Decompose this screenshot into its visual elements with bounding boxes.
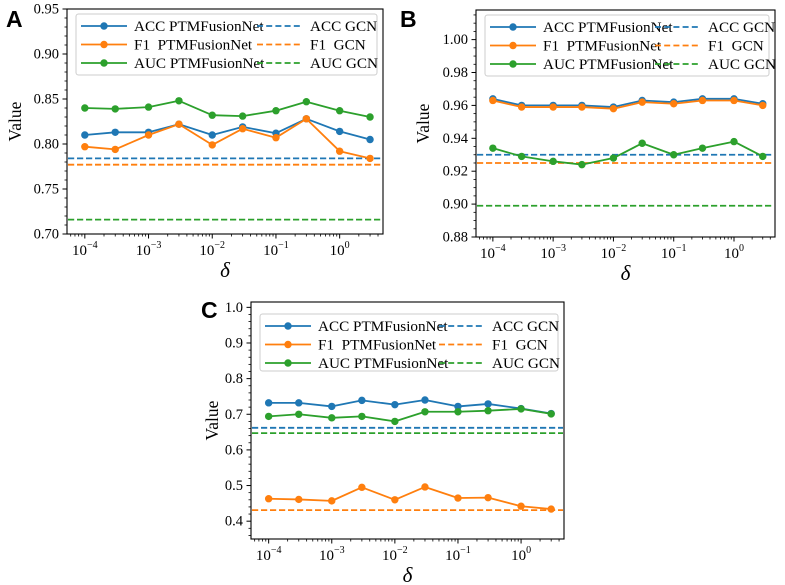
- legend-label-gcn: F1 GCN: [708, 38, 764, 55]
- y-axis-label: Value: [202, 400, 222, 440]
- y-tick-label: 0.98: [443, 65, 468, 81]
- x-tick-label: 10−1: [661, 243, 687, 262]
- panel-c-chart: 0.4 0.5 0.6 0.7 0.8 0.9 1.0 10−4 10−3 10−2 10−1 100…: [196, 292, 589, 585]
- legend-label-gcn: ACC GCN: [708, 19, 775, 36]
- series-acc-ptmfusionnet: [264, 396, 555, 418]
- plot-frame: [250, 301, 565, 540]
- x-tick-label: 10−4: [72, 240, 98, 259]
- legend-label-gcn: ACC GCN: [310, 18, 377, 35]
- plot-frame: [475, 9, 776, 238]
- series-auc-ptmfusionnet: [489, 137, 767, 169]
- legend-label-ptm: ACC PTMFusionNet: [134, 18, 264, 35]
- y-tick-label: 0.8: [225, 371, 243, 387]
- y-tick-label: 0.90: [34, 47, 59, 63]
- x-tick-label: 10−2: [199, 240, 225, 259]
- panel-letter-a: A: [6, 6, 23, 32]
- y-tick-label: 1.0: [225, 300, 243, 316]
- legend-label-ptm: AUC PTMFusionNet: [543, 56, 674, 73]
- y-tick-label: 0.92: [443, 164, 468, 180]
- legend: ACC PTMFusionNet ACC GCN F1 PTMFusionNet F1…: [484, 14, 776, 77]
- y-tick-label: 0.4: [225, 514, 244, 530]
- legend-label-ptm: ACC PTMFusionNet: [318, 318, 448, 335]
- y-tick-label: 1.00: [443, 32, 468, 48]
- y-axis: 0.4 0.5 0.6 0.7 0.8 0.9 1.0: [225, 300, 251, 536]
- panel-c-plot: 0.4 0.5 0.6 0.7 0.8 0.9 1.0 10−4 10−3 10−2 10−1 100…: [201, 297, 565, 585]
- y-axis-label: Value: [5, 101, 25, 141]
- panel-a-plot: 0.70 0.75 0.80 0.85 0.90 0.95 10−4 10−3 10−2 10−1…: [5, 2, 384, 282]
- y-tick-label: 0.70: [34, 227, 59, 243]
- y-tick-label: 0.94: [443, 131, 469, 147]
- legend-label-ptm: AUC PTMFusionNet: [134, 55, 265, 72]
- x-tick-label: 10−1: [445, 545, 471, 564]
- legend-label-ptm: F1 PTMFusionNet: [318, 337, 437, 354]
- legend-label-gcn: F1 GCN: [310, 37, 366, 54]
- x-tick-label: 100: [724, 243, 744, 262]
- legend-label-ptm: F1 PTMFusionNet: [134, 37, 253, 54]
- series-f1-ptmfusionnet: [489, 96, 767, 113]
- x-axis: 10−4 10−3 10−2 10−1 100: [479, 237, 771, 262]
- x-tick-label: 10−4: [480, 243, 506, 262]
- legend-label-ptm: F1 PTMFusionNet: [543, 38, 662, 55]
- x-tick-label: 100: [330, 240, 350, 259]
- y-tick-label: 0.96: [443, 98, 468, 114]
- y-axis: 0.88 0.90 0.92 0.94 0.96 0.98 1.00: [443, 14, 476, 246]
- legend: ACC PTMFusionNet ACC GCN F1 PTMFusionNet F1…: [259, 313, 560, 372]
- x-axis: 10−4 10−3 10−2 10−1 100: [70, 234, 379, 259]
- legend-label-gcn: AUC GCN: [708, 56, 776, 73]
- legend-label-ptm: ACC PTMFusionNet: [543, 19, 673, 36]
- y-tick-label: 0.7: [225, 407, 243, 423]
- legend-label-gcn: ACC GCN: [492, 318, 559, 335]
- panel-a-chart: 0.70 0.75 0.80 0.85 0.90 0.95 10−4 10−3 10−2 10−1…: [0, 0, 392, 292]
- series-f1-ptmfusionnet: [264, 483, 555, 513]
- panel-letter-c: C: [201, 297, 218, 323]
- series-f1-ptmfusionnet: [81, 115, 374, 163]
- x-tick-label: 10−3: [540, 243, 566, 262]
- x-axis-label: δ: [403, 563, 414, 585]
- y-tick-label: 0.9: [225, 335, 243, 351]
- y-axis: 0.70 0.75 0.80 0.85 0.90 0.95: [34, 2, 67, 243]
- x-tick-label: 10−2: [601, 243, 627, 262]
- x-tick-label: 10−2: [382, 545, 408, 564]
- y-axis-label: Value: [413, 103, 433, 143]
- x-axis-label: δ: [621, 261, 632, 285]
- panel-b-chart: 0.88 0.90 0.92 0.94 0.96 0.98 1.00 10−4 10−3 10−2…: [392, 0, 785, 292]
- x-axis-label: δ: [220, 258, 231, 282]
- x-axis: 10−4 10−3 10−2 10−1 100: [254, 539, 560, 564]
- x-tick-label: 100: [511, 545, 531, 564]
- legend: ACC PTMFusionNet ACC GCN F1 PTMFusionNet F1…: [75, 13, 378, 76]
- panel-b-plot: 0.88 0.90 0.92 0.94 0.96 0.98 1.00 10−4 10−3 10−2…: [400, 6, 776, 285]
- series-acc-ptmfusionnet: [81, 115, 374, 144]
- series-acc-ptmfusionnet: [489, 95, 767, 111]
- legend-label-gcn: AUC GCN: [492, 355, 560, 372]
- y-tick-label: 0.88: [443, 230, 468, 246]
- y-tick-label: 0.85: [34, 92, 59, 108]
- x-tick-label: 10−4: [256, 545, 282, 564]
- y-tick-label: 0.75: [34, 182, 59, 198]
- plot-frame: [66, 8, 384, 235]
- series-auc-ptmfusionnet: [81, 97, 374, 121]
- y-tick-label: 0.90: [443, 197, 468, 213]
- legend-label-gcn: F1 GCN: [492, 337, 548, 354]
- legend-label-ptm: AUC PTMFusionNet: [318, 355, 449, 372]
- x-tick-label: 10−3: [319, 545, 345, 564]
- series-auc-ptmfusionnet: [264, 405, 555, 426]
- y-tick-label: 0.95: [34, 2, 59, 18]
- y-tick-label: 0.5: [225, 478, 243, 494]
- y-tick-label: 0.80: [34, 137, 59, 153]
- legend-label-gcn: AUC GCN: [310, 55, 378, 72]
- x-tick-label: 10−3: [136, 240, 162, 259]
- x-tick-label: 10−1: [263, 240, 289, 259]
- y-tick-label: 0.6: [225, 442, 243, 458]
- panel-letter-b: B: [400, 6, 417, 32]
